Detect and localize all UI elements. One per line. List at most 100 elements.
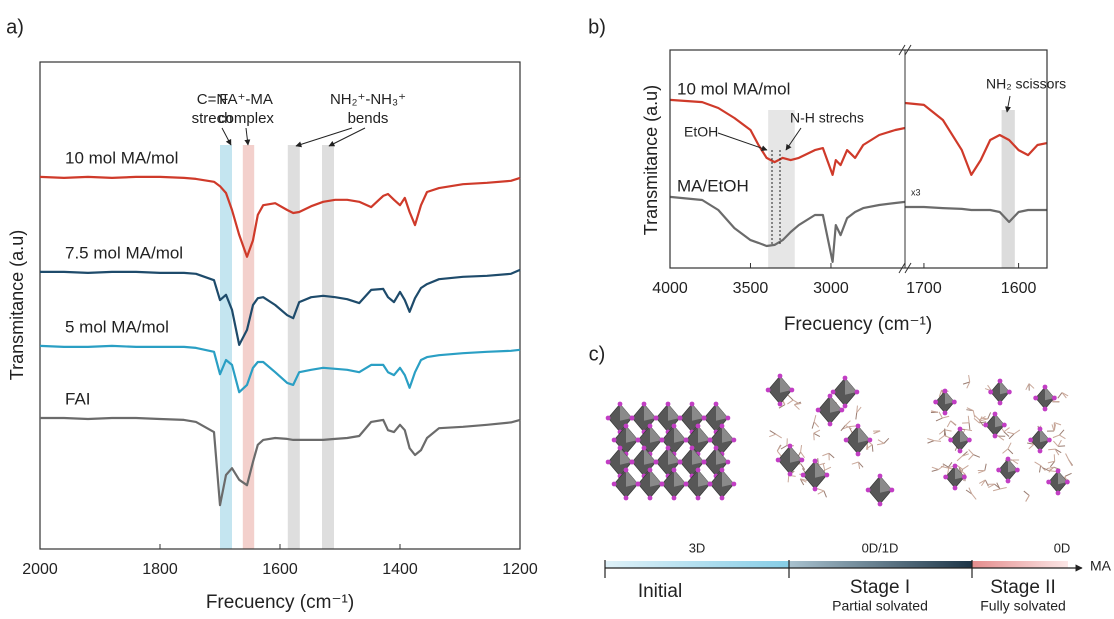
halide-atom	[812, 486, 818, 492]
halide-atom	[1064, 479, 1070, 485]
octahedron-face	[698, 470, 710, 487]
molecule	[979, 421, 987, 424]
panel-label: b)	[588, 16, 606, 38]
molecule	[800, 444, 803, 453]
halide-atom	[765, 387, 771, 393]
spectrum-line	[669, 98, 906, 176]
molecule	[813, 429, 821, 434]
molecule	[981, 479, 986, 487]
halide-atom	[665, 445, 671, 451]
molecule	[942, 415, 950, 419]
octahedron-face	[790, 446, 802, 463]
arrow	[328, 127, 366, 147]
molecule	[930, 410, 939, 413]
halide-atom	[933, 399, 939, 405]
octahedron-face	[880, 476, 892, 493]
halide-atom	[707, 481, 713, 487]
halide-atom	[983, 422, 989, 428]
molecule	[938, 435, 945, 441]
molecule	[800, 451, 805, 459]
molecule	[1065, 453, 1070, 460]
panel-label: c)	[589, 343, 606, 365]
x-tick-label: 1200	[502, 561, 538, 578]
molecule	[1007, 448, 1014, 455]
molecule	[973, 417, 980, 424]
halide-atom	[827, 393, 833, 399]
molecule	[962, 465, 969, 470]
octahedron-face	[692, 448, 704, 465]
stage-dimension: 3D	[689, 540, 706, 555]
molecule	[962, 381, 970, 385]
molecule	[950, 420, 957, 426]
halide-atom	[957, 426, 963, 432]
molecule	[1046, 466, 1054, 470]
halide-atom	[842, 375, 848, 381]
spectrum-line	[905, 205, 1047, 224]
molecule	[1061, 392, 1067, 399]
arrow	[295, 127, 353, 148]
halide-atom	[830, 389, 836, 395]
halide-atom	[824, 472, 830, 478]
octahedron-face	[955, 466, 965, 480]
halide-atom	[629, 415, 635, 421]
molecule	[813, 432, 821, 438]
stage-name: Stage I	[850, 577, 910, 598]
spectrum-line	[904, 101, 1048, 176]
molecule	[931, 466, 939, 470]
molecule	[956, 464, 963, 470]
halide-atom	[719, 423, 725, 429]
arrow	[717, 132, 768, 152]
halide-atom	[867, 437, 873, 443]
series-label: 7.5 mol MA/mol	[65, 243, 183, 262]
molecule	[813, 414, 817, 423]
halide-atom	[789, 387, 795, 393]
molecule	[769, 430, 777, 435]
molecule	[967, 415, 970, 423]
octahedron-face	[674, 470, 686, 487]
molecule	[813, 433, 815, 441]
molecule	[987, 412, 992, 420]
halide-atom	[647, 467, 653, 473]
octahedron-face	[716, 448, 728, 465]
halide-atom	[701, 415, 707, 421]
annotation: EtOH	[684, 124, 718, 140]
molecule	[775, 433, 782, 439]
x-tick-label: 1400	[382, 561, 418, 578]
halide-atom	[957, 448, 963, 454]
halide-atom	[1005, 478, 1011, 484]
octahedron-face	[1000, 381, 1010, 395]
halide-atom	[623, 467, 629, 473]
octahedron-face	[858, 426, 870, 443]
halide-atom	[701, 459, 707, 465]
molecule	[1054, 448, 1060, 456]
y-axis-label: Transmitance (a.u)	[641, 85, 661, 235]
octahedron-face	[626, 426, 638, 443]
molecule	[1059, 429, 1065, 436]
octahedron-face	[830, 396, 842, 413]
molecule	[1053, 440, 1059, 447]
molecule	[1042, 467, 1049, 472]
halide-atom	[942, 388, 948, 394]
stage-note: Fully solvated	[980, 598, 1066, 614]
halide-atom	[629, 459, 635, 465]
halide-atom	[787, 443, 793, 449]
plot-frame	[39, 61, 521, 550]
molecule	[787, 394, 794, 401]
break-mark	[904, 262, 912, 274]
halide-atom	[800, 472, 806, 478]
halide-atom	[671, 495, 677, 501]
molecule	[1068, 459, 1073, 467]
halide-atom	[617, 401, 623, 407]
molecule	[858, 461, 864, 468]
molecule	[956, 455, 963, 462]
series-label: 10 mol MA/mol	[65, 148, 178, 167]
arrow	[1005, 95, 1011, 113]
stage-name: Stage II	[990, 577, 1056, 598]
molecule	[965, 489, 973, 495]
octahedron-face	[668, 448, 680, 465]
x-axis-label: Frecuency (cm⁻¹)	[206, 592, 354, 613]
octahedron-face	[722, 470, 734, 487]
molecule	[822, 463, 826, 471]
halide-atom	[677, 415, 683, 421]
molecule	[1057, 439, 1062, 447]
